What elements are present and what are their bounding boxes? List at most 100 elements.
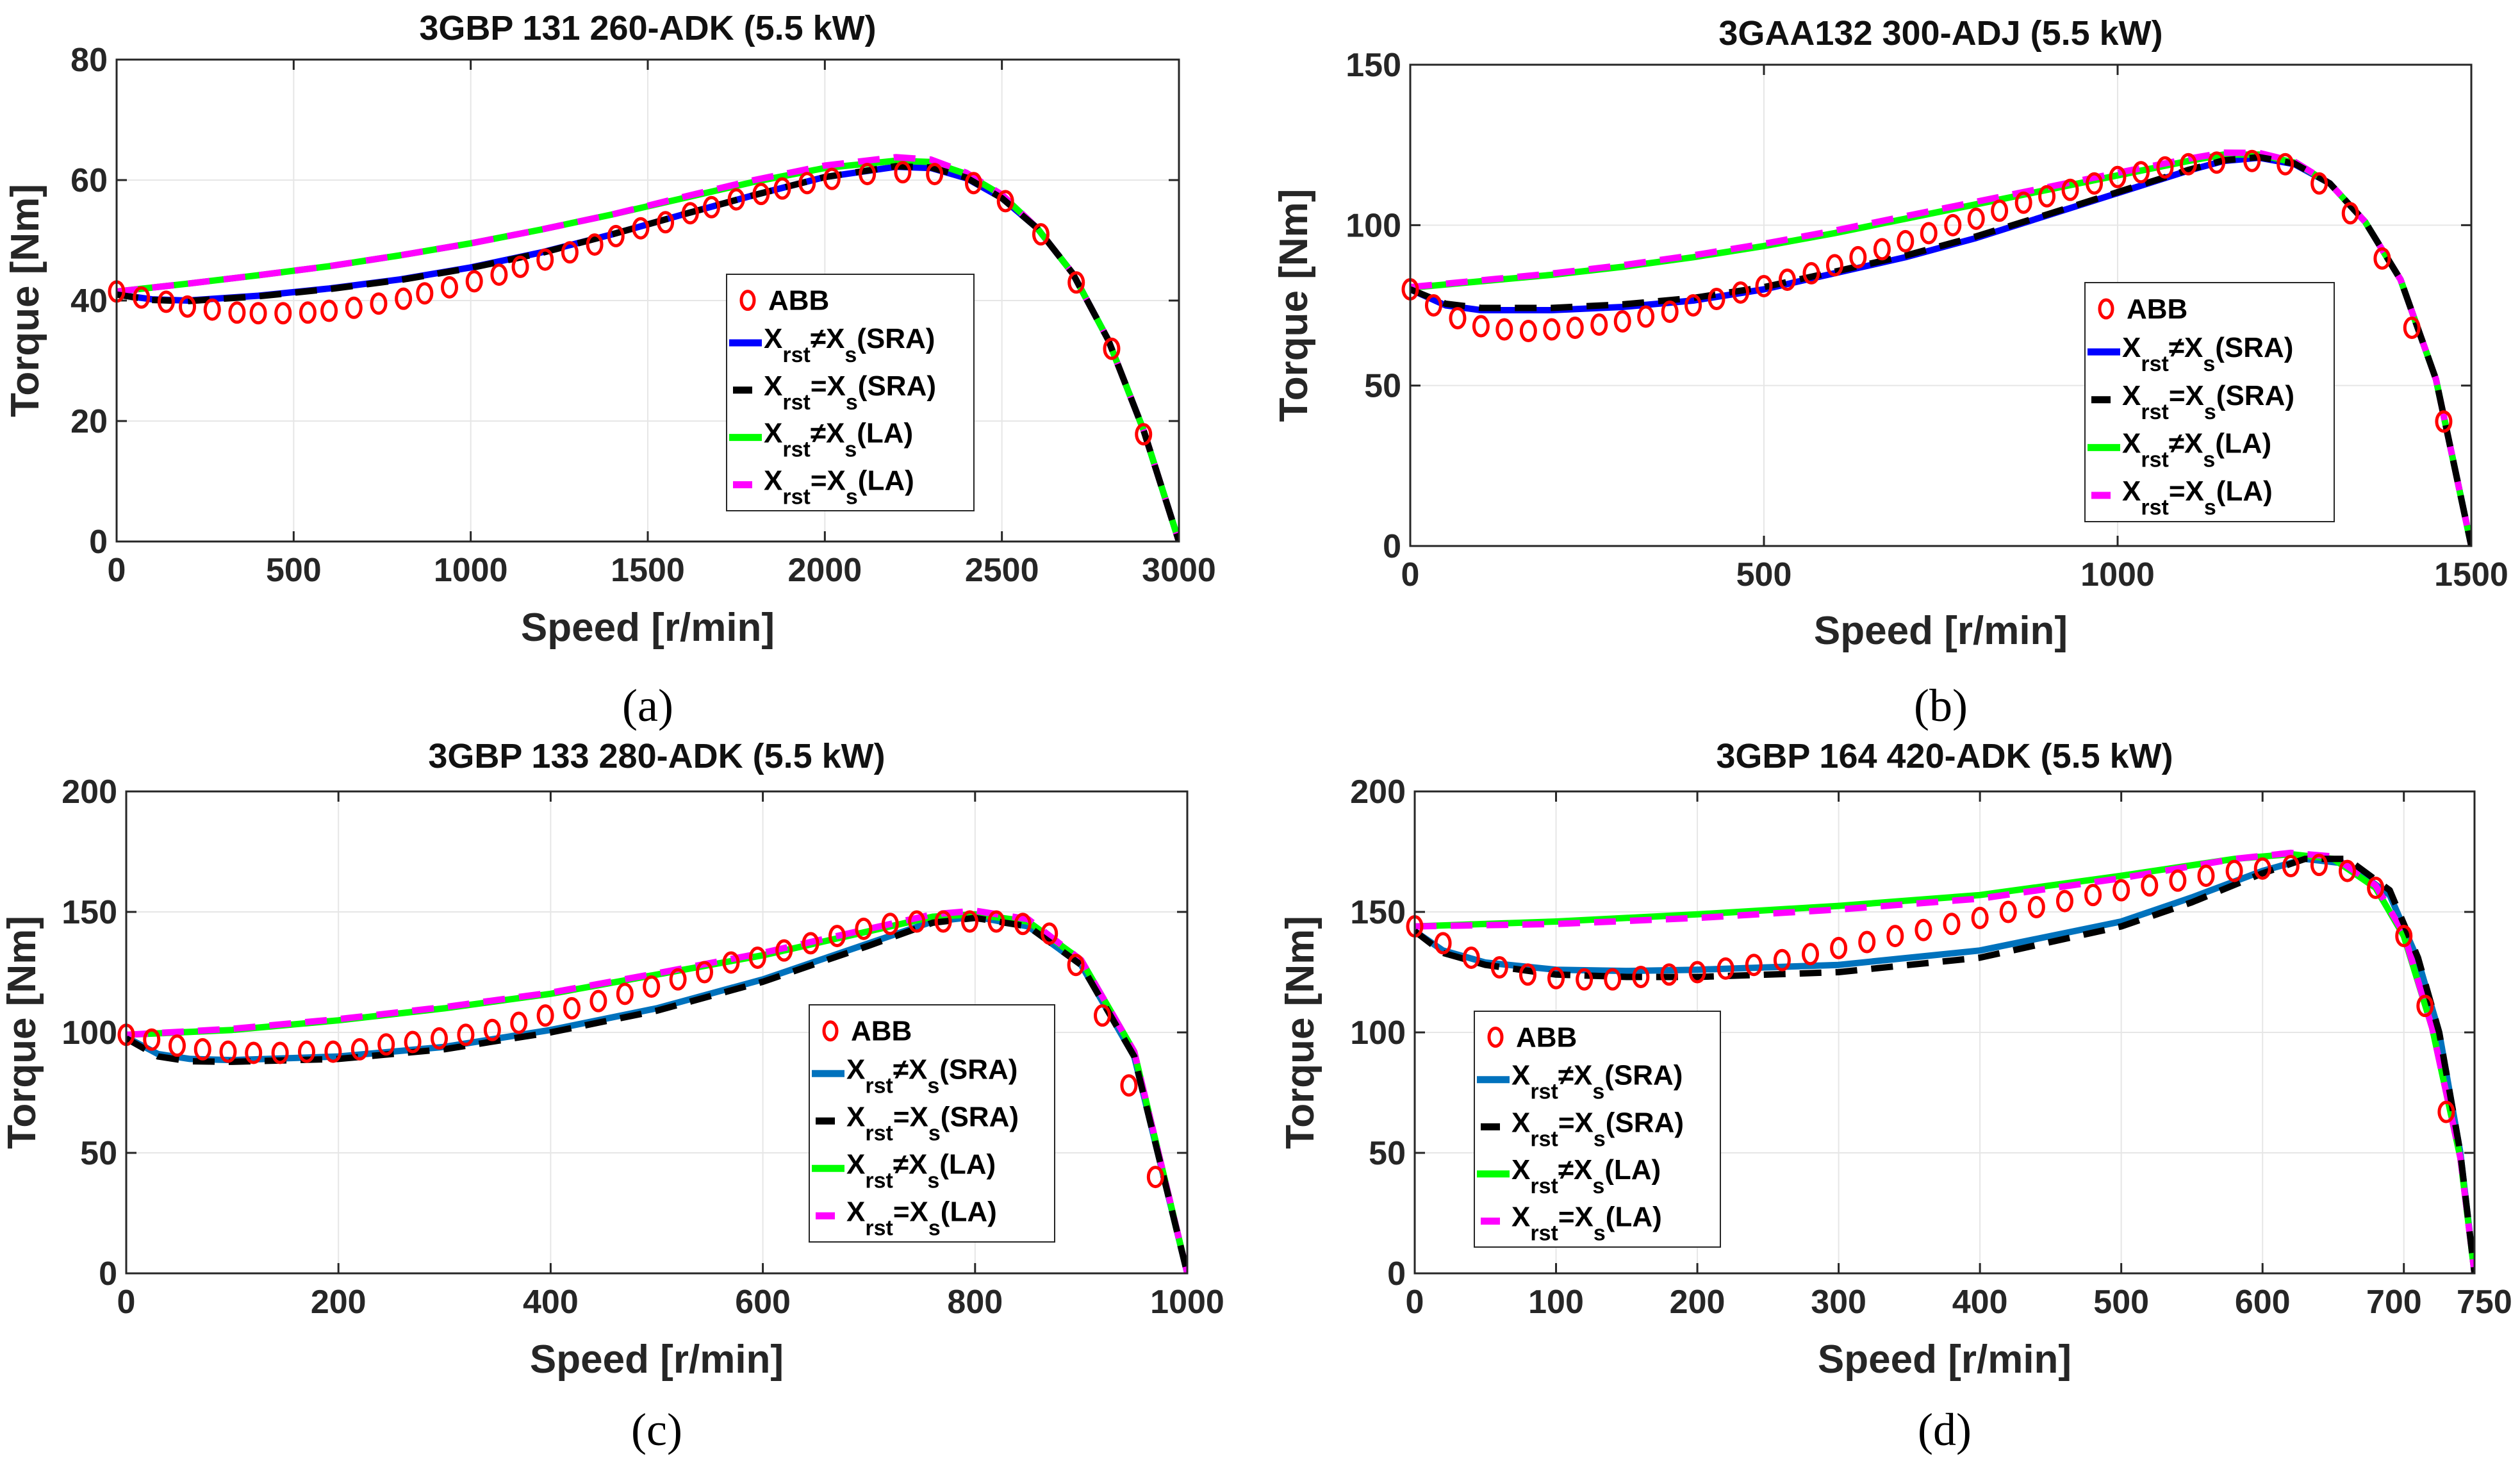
legend-label-sub: s bbox=[927, 1073, 939, 1098]
legend-label-tail: (SRA) bbox=[941, 1101, 1019, 1132]
abb-data-point bbox=[563, 996, 581, 1020]
abb-data-point bbox=[1661, 301, 1679, 324]
legend-label-sub: rst bbox=[865, 1121, 893, 1145]
y-axis-label: Torque [Nm] bbox=[1278, 916, 1322, 1149]
abb-data-point bbox=[855, 917, 873, 940]
legend-label-la-eq: Xrst=Xs(LA) bbox=[846, 1196, 997, 1240]
abb-data-point bbox=[2112, 879, 2130, 902]
abb-data-point bbox=[1773, 948, 1791, 972]
abb-data-point bbox=[669, 968, 687, 991]
legend-label-tail: (LA) bbox=[858, 465, 914, 496]
legend-label-sub: rst bbox=[865, 1168, 893, 1193]
abb-data-point bbox=[431, 1027, 449, 1050]
legend: ABBXrst≠Xs(SRA)Xrst=Xs(SRA)Xrst≠Xs(LA)Xr… bbox=[2084, 282, 2335, 522]
y-tick-label: 100 bbox=[62, 1014, 117, 1052]
legend-label-sub: rst bbox=[2141, 352, 2168, 376]
abb-data-point bbox=[607, 224, 625, 247]
abb-data-point bbox=[696, 961, 714, 984]
abb-data-point bbox=[589, 989, 607, 1013]
legend-label-main: X bbox=[1511, 1154, 1530, 1186]
x-axis-label: Speed [r/min] bbox=[1818, 1337, 2071, 1382]
abb-data-point bbox=[2373, 247, 2391, 270]
y-tick-label: 50 bbox=[1364, 368, 1401, 405]
legend-label-main: X bbox=[1511, 1202, 1530, 1233]
legend-label-sub: rst bbox=[1530, 1127, 1558, 1151]
abb-data-point bbox=[228, 301, 246, 324]
abb-data-point bbox=[2055, 889, 2073, 913]
y-tick-label: 0 bbox=[99, 1255, 117, 1293]
abb-data-point bbox=[1967, 207, 1985, 230]
legend-label-sub: s bbox=[844, 343, 857, 367]
abb-data-point bbox=[1472, 315, 1490, 338]
legend-label-sub: rst bbox=[782, 343, 810, 367]
abb-data-point bbox=[1424, 294, 1442, 317]
y-tick-label: 150 bbox=[62, 894, 117, 931]
legend-label-sub: rst bbox=[865, 1073, 893, 1098]
legend-label-mid: ≠X bbox=[2169, 427, 2203, 459]
abb-data-point bbox=[1684, 294, 1702, 317]
abb-data-point bbox=[1543, 318, 1561, 341]
legend-label-la-neq: Xrst≠Xs(LA) bbox=[846, 1148, 996, 1193]
chart-title: 3GAA132 300-ADJ (5.5 kW) bbox=[1718, 14, 2162, 53]
x-tick-label: 1000 bbox=[2080, 556, 2155, 593]
abb-data-point bbox=[249, 302, 267, 325]
legend-label-tail: (LA) bbox=[1604, 1154, 1661, 1186]
abb-data-point bbox=[1732, 281, 1750, 304]
legend-label-sub: rst bbox=[782, 390, 810, 415]
x-tick-label: 700 bbox=[2366, 1284, 2422, 1321]
legend-label-mid: =X bbox=[1558, 1202, 1594, 1233]
legend-label-sra-eq: Xrst=Xs(SRA) bbox=[1511, 1107, 1684, 1151]
x-axis-label: Speed [r/min] bbox=[530, 1337, 784, 1382]
abb-data-point bbox=[773, 177, 791, 200]
legend-label-la-eq: Xrst=Xs(LA) bbox=[2122, 476, 2273, 520]
legend-label-mid: =X bbox=[893, 1196, 928, 1227]
abb-data-point bbox=[179, 295, 197, 318]
legend-label-mid: ≠X bbox=[1558, 1154, 1593, 1186]
legend-label-sub: s bbox=[1592, 1080, 1604, 1104]
series-line-sra-eq bbox=[126, 914, 1187, 1273]
y-tick-label: 0 bbox=[1383, 528, 1401, 565]
abb-data-point bbox=[203, 298, 221, 321]
legend-label-main: X bbox=[1511, 1107, 1530, 1138]
x-tick-label: 300 bbox=[1811, 1284, 1866, 1321]
abb-data-point bbox=[586, 233, 604, 256]
abb-data-point bbox=[441, 276, 459, 299]
axes-box bbox=[125, 790, 1189, 1275]
abb-data-point bbox=[722, 951, 740, 974]
legend-label-la-neq: Xrst≠Xs(LA) bbox=[2122, 427, 2271, 472]
legend-label-sra-eq: Xrst=Xs(SRA) bbox=[2122, 380, 2294, 424]
x-tick-label: 200 bbox=[311, 1284, 366, 1321]
series-line-la-eq bbox=[1415, 849, 2475, 1273]
legend-box bbox=[726, 274, 975, 511]
abb-data-point bbox=[2310, 854, 2328, 877]
abb-data-point bbox=[632, 217, 650, 240]
legend-label-tail: (SRA) bbox=[939, 1054, 1017, 1085]
abb-data-point bbox=[2086, 172, 2104, 195]
legend-label-la-eq: Xrst=Xs(LA) bbox=[1511, 1202, 1662, 1246]
abb-data-point bbox=[1858, 930, 1876, 954]
x-tick-label: 1000 bbox=[434, 552, 508, 589]
x-tick-label: 1000 bbox=[1150, 1284, 1224, 1321]
legend-label-main: X bbox=[2122, 427, 2141, 459]
abb-data-point bbox=[1576, 968, 1594, 991]
legend-label-sra-eq: Xrst=Xs(SRA) bbox=[846, 1101, 1019, 1145]
abb-data-point bbox=[2208, 151, 2226, 174]
legend-label-sub: rst bbox=[865, 1216, 893, 1240]
legend-label-abb: ABB bbox=[768, 285, 829, 317]
abb-data-point bbox=[775, 939, 793, 962]
legend-label-sub: rst bbox=[2141, 495, 2168, 520]
legend-label-sub: rst bbox=[1530, 1221, 1558, 1246]
x-tick-label: 400 bbox=[523, 1284, 579, 1321]
legend-label-tail: (SRA) bbox=[858, 370, 936, 402]
x-tick-label: 500 bbox=[2093, 1284, 2149, 1321]
legend-abb-marker bbox=[822, 1020, 839, 1042]
abb-data-point bbox=[2277, 153, 2294, 176]
abb-data-point bbox=[1434, 932, 1452, 955]
y-tick-label: 0 bbox=[1387, 1255, 1406, 1293]
abb-data-point bbox=[395, 287, 413, 310]
legend-label-tail: (SRA) bbox=[2215, 332, 2293, 363]
abb-data-point bbox=[1014, 913, 1032, 936]
abb-data-point bbox=[702, 195, 720, 219]
legend-label-tail: (LA) bbox=[2216, 476, 2273, 507]
